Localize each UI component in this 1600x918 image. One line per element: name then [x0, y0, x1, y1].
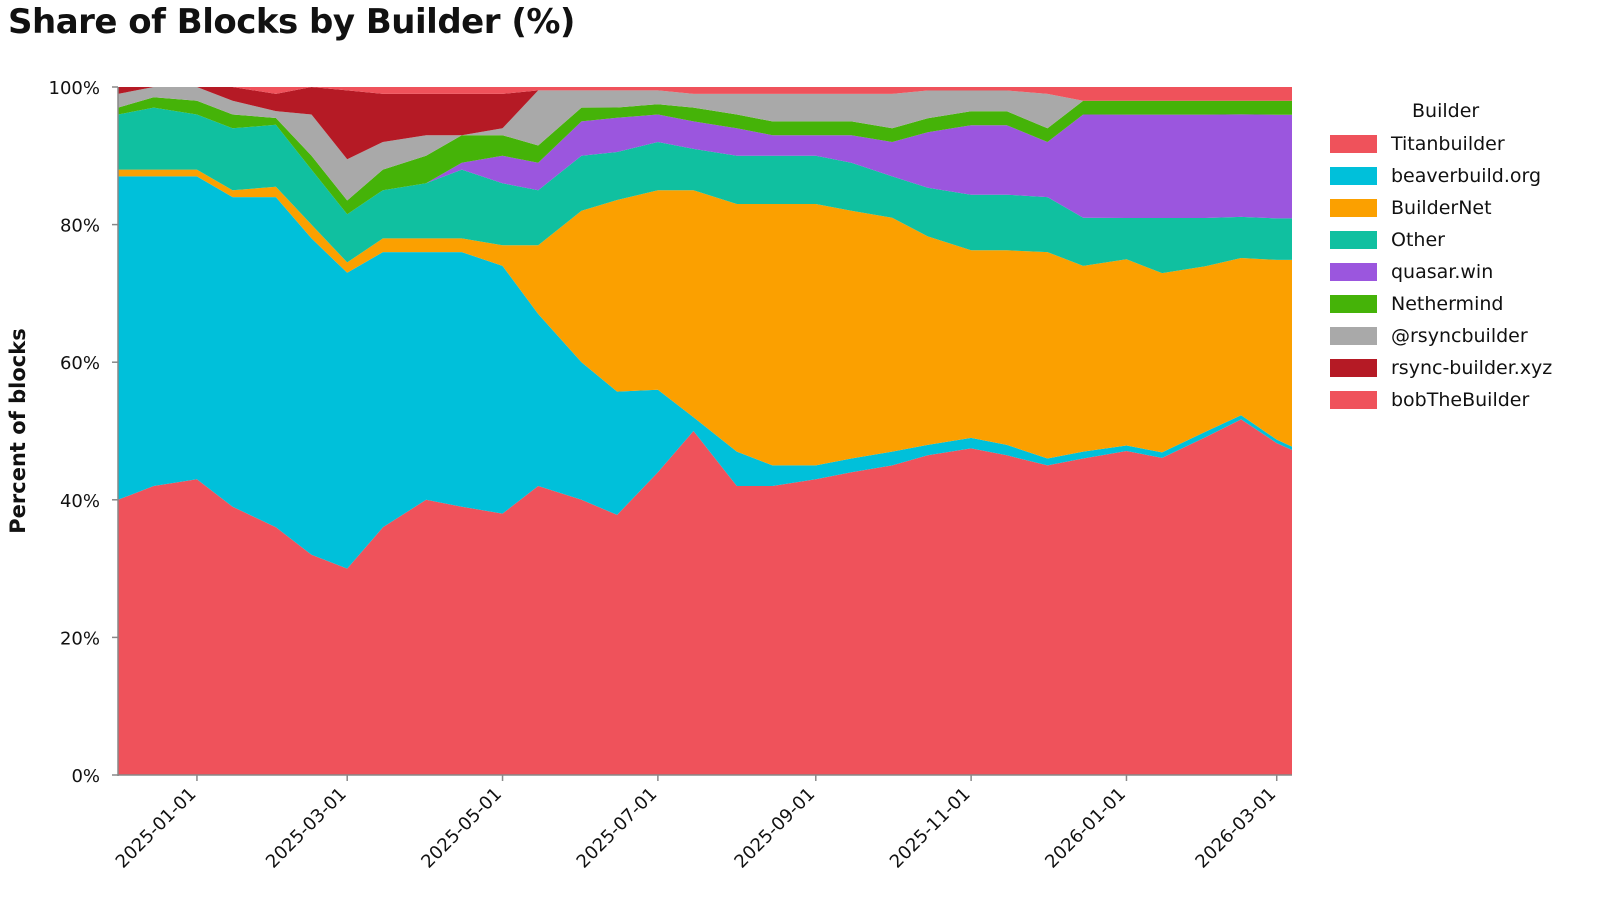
legend-item-beaverbuild-org: beaverbuild.org: [1330, 160, 1595, 192]
legend-item-quasar-win: quasar.win: [1330, 256, 1595, 288]
legend-swatch: [1330, 231, 1377, 249]
legend-item-nethermind: Nethermind: [1330, 288, 1595, 320]
area-beaverbuild-org: [118, 176, 1292, 569]
legend-item-other: Other: [1330, 224, 1595, 256]
x-tick-label: 2025-07-01: [573, 784, 662, 873]
legend-label: Nethermind: [1391, 293, 1504, 315]
area-series-group: [118, 87, 1292, 775]
x-tick-label: 2025-01-01: [112, 784, 201, 873]
legend-item-buildernet: BuilderNet: [1330, 192, 1595, 224]
legend-swatch: [1330, 391, 1377, 409]
legend-label: beaverbuild.org: [1391, 165, 1542, 187]
legend-item-rsyncbuilder: @rsyncbuilder: [1330, 320, 1595, 352]
x-tick-label: 2025-09-01: [730, 784, 819, 873]
legend-label: bobTheBuilder: [1391, 389, 1530, 411]
legend-swatch: [1330, 295, 1377, 313]
legend: Builder Titanbuilder beaverbuild.org Build…: [1330, 100, 1595, 416]
x-tick-label: 2025-03-01: [262, 784, 351, 873]
legend-swatch: [1330, 263, 1377, 281]
y-tick-label: 80%: [60, 216, 100, 237]
x-tick-label: 2026-03-01: [1191, 784, 1280, 873]
legend-item-rsync-builder-xyz: rsync-builder.xyz: [1330, 352, 1595, 384]
legend-items: Titanbuilder beaverbuild.org BuilderNet Oth…: [1330, 128, 1595, 416]
legend-swatch: [1330, 327, 1377, 345]
area-nethermind: [118, 97, 1292, 215]
legend-label: BuilderNet: [1391, 197, 1492, 219]
area-buildernet: [118, 169, 1292, 466]
area-rsync-builder-xyz: [118, 87, 1292, 160]
y-tick-label: 20%: [60, 628, 100, 649]
legend-item-bobthebuilder: bobTheBuilder: [1330, 384, 1595, 416]
y-tick-label: 0%: [71, 766, 100, 787]
legend-item-titanbuilder: Titanbuilder: [1330, 128, 1595, 160]
area-other: [118, 107, 1292, 274]
chart-title: Share of Blocks by Builder (%): [8, 2, 575, 42]
legend-swatch: [1330, 199, 1377, 217]
area-quasar-win: [118, 107, 1292, 219]
legend-title: Builder: [1412, 100, 1480, 122]
legend-label: @rsyncbuilder: [1391, 325, 1528, 347]
x-tick-label: 2025-05-01: [417, 784, 506, 873]
y-tick-label: 60%: [60, 353, 100, 374]
area-bobthebuilder: [118, 87, 1292, 101]
x-tick-label: 2026-01-01: [1041, 784, 1130, 873]
y-tick-label: 40%: [60, 491, 100, 512]
legend-label: rsync-builder.xyz: [1391, 357, 1553, 379]
x-tick-label: 2025-11-01: [886, 784, 975, 873]
legend-swatch: [1330, 135, 1377, 153]
legend-label: Titanbuilder: [1391, 133, 1505, 155]
legend-label: quasar.win: [1391, 261, 1494, 283]
legend-swatch: [1330, 167, 1377, 185]
y-tick-label: 100%: [49, 78, 100, 99]
area-titanbuilder: [118, 419, 1292, 775]
legend-swatch: [1330, 359, 1377, 377]
legend-label: Other: [1391, 229, 1445, 251]
